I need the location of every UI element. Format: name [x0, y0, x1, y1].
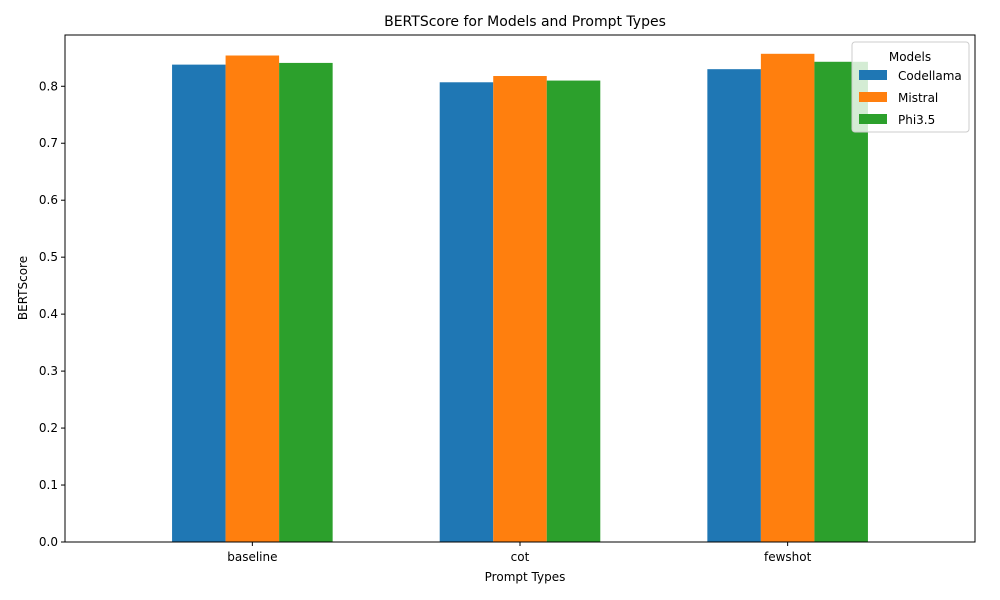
bar-codellama-baseline	[172, 64, 226, 543]
legend-items: Codellama Mistral Phi3.5	[859, 69, 962, 127]
bar-phi3-5-cot	[546, 80, 601, 543]
x-tick-label: baseline	[227, 550, 277, 564]
legend-swatch-mistral	[859, 92, 887, 102]
bar-codellama-cot	[439, 82, 494, 543]
y-tick-label: 0.6	[39, 193, 58, 207]
y-axis-label: BERTScore	[16, 256, 30, 320]
y-axis: 0.0 0.1 0.2 0.3 0.4 0.5 0.6 0.7 0.8	[39, 79, 65, 549]
bar-codellama-fewshot	[707, 69, 761, 542]
bars-group	[172, 53, 868, 543]
bar-mistral-baseline	[225, 55, 280, 542]
legend-label-codellama: Codellama	[898, 69, 962, 83]
legend-swatch-phi3-5	[859, 114, 887, 124]
legend-label-mistral: Mistral	[898, 91, 938, 105]
bar-mistral-cot	[493, 76, 547, 542]
y-tick-label: 0.5	[39, 250, 58, 264]
y-tick-label: 0.4	[39, 307, 58, 321]
bar-mistral-fewshot	[760, 53, 815, 542]
x-axis: baseline cot fewshot	[227, 542, 812, 564]
x-tick-label: cot	[511, 550, 530, 564]
y-tick-label: 0.2	[39, 421, 58, 435]
legend: Models Codellama Mistral Phi3.5	[851, 41, 970, 133]
legend-label-phi3-5: Phi3.5	[898, 113, 935, 127]
legend-box	[851, 41, 970, 133]
x-tick-label: fewshot	[764, 550, 812, 564]
y-tick-label: 0.0	[39, 535, 58, 549]
y-tick-label: 0.1	[39, 478, 58, 492]
bar-phi3-5-baseline	[279, 62, 333, 542]
chart-title: BERTScore for Models and Prompt Types	[384, 14, 666, 30]
legend-swatch-codellama	[859, 70, 887, 80]
y-tick-label: 0.8	[39, 79, 58, 93]
y-tick-label: 0.3	[39, 364, 58, 378]
y-tick-label: 0.7	[39, 136, 58, 150]
x-axis-label: Prompt Types	[485, 570, 566, 584]
bar-phi3-5-fewshot	[814, 61, 868, 542]
legend-title: Models	[889, 50, 931, 64]
